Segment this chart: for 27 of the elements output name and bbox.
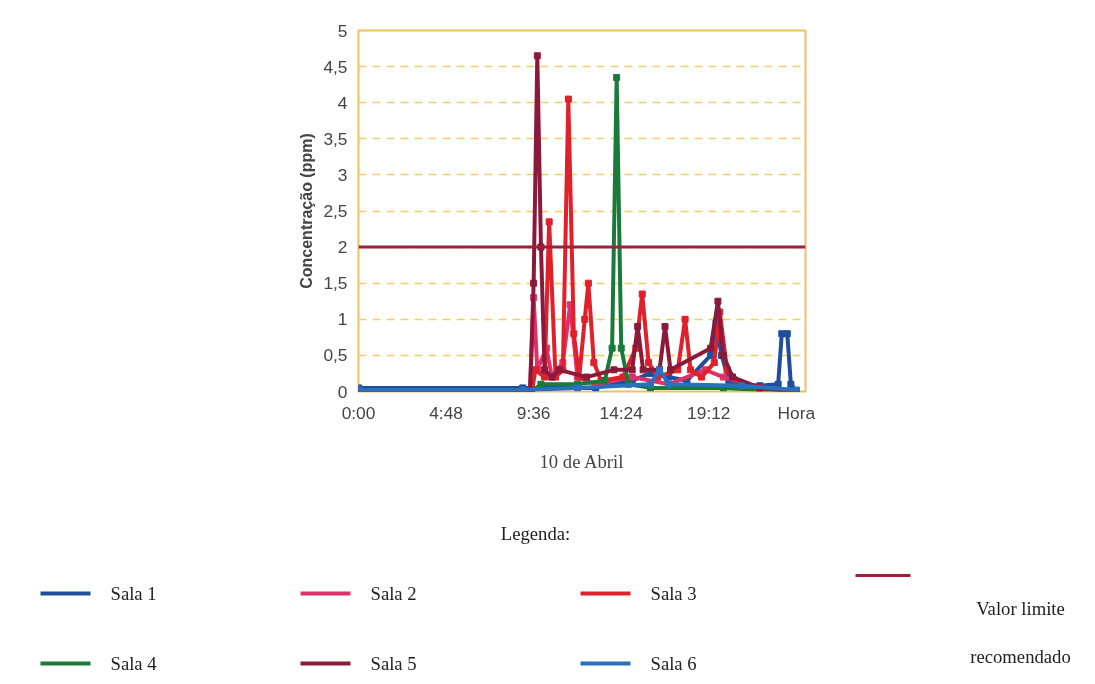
y-tick-label: 5 bbox=[337, 20, 348, 41]
x-tick-label: 4:48 bbox=[429, 402, 463, 423]
x-axis-title: 10 de Abril bbox=[539, 450, 624, 472]
y-tick-label: 4,5 bbox=[323, 56, 348, 77]
legend-label: Sala 3 bbox=[650, 583, 697, 604]
y-axis-title: Concentração (ppm) bbox=[298, 133, 316, 289]
x-tick-label: 14:24 bbox=[599, 402, 644, 423]
y-tick-label: 2 bbox=[337, 237, 348, 258]
y-tick-label: 4 bbox=[337, 92, 348, 113]
x-tick-label: 0:00 bbox=[341, 402, 376, 423]
y-tick-label: 2,5 bbox=[323, 201, 348, 221]
x-tick-label: Hora bbox=[777, 402, 816, 423]
text: Valor limite recomendado bbox=[970, 597, 1071, 668]
y-tick-label: 1,5 bbox=[323, 273, 348, 294]
legend-label: Sala 4 bbox=[110, 653, 158, 674]
y-tick-label: 3,5 bbox=[323, 128, 348, 149]
legend-label: Sala 5 bbox=[370, 653, 417, 674]
y-tick-label: 3 bbox=[337, 164, 348, 185]
y-tick-label: 1 bbox=[337, 309, 348, 330]
x-tick-label: 19:12 bbox=[687, 402, 731, 423]
legend-title: Legenda: bbox=[500, 523, 571, 544]
legend-label: Sala 2 bbox=[370, 583, 417, 604]
legend-label: Sala 1 bbox=[110, 583, 157, 604]
legend-label: Sala 6 bbox=[650, 653, 697, 674]
x-tick-label: 9:36 bbox=[516, 402, 551, 423]
y-tick-label: 0,5 bbox=[323, 345, 348, 366]
y-tick-label: 0 bbox=[337, 381, 348, 402]
